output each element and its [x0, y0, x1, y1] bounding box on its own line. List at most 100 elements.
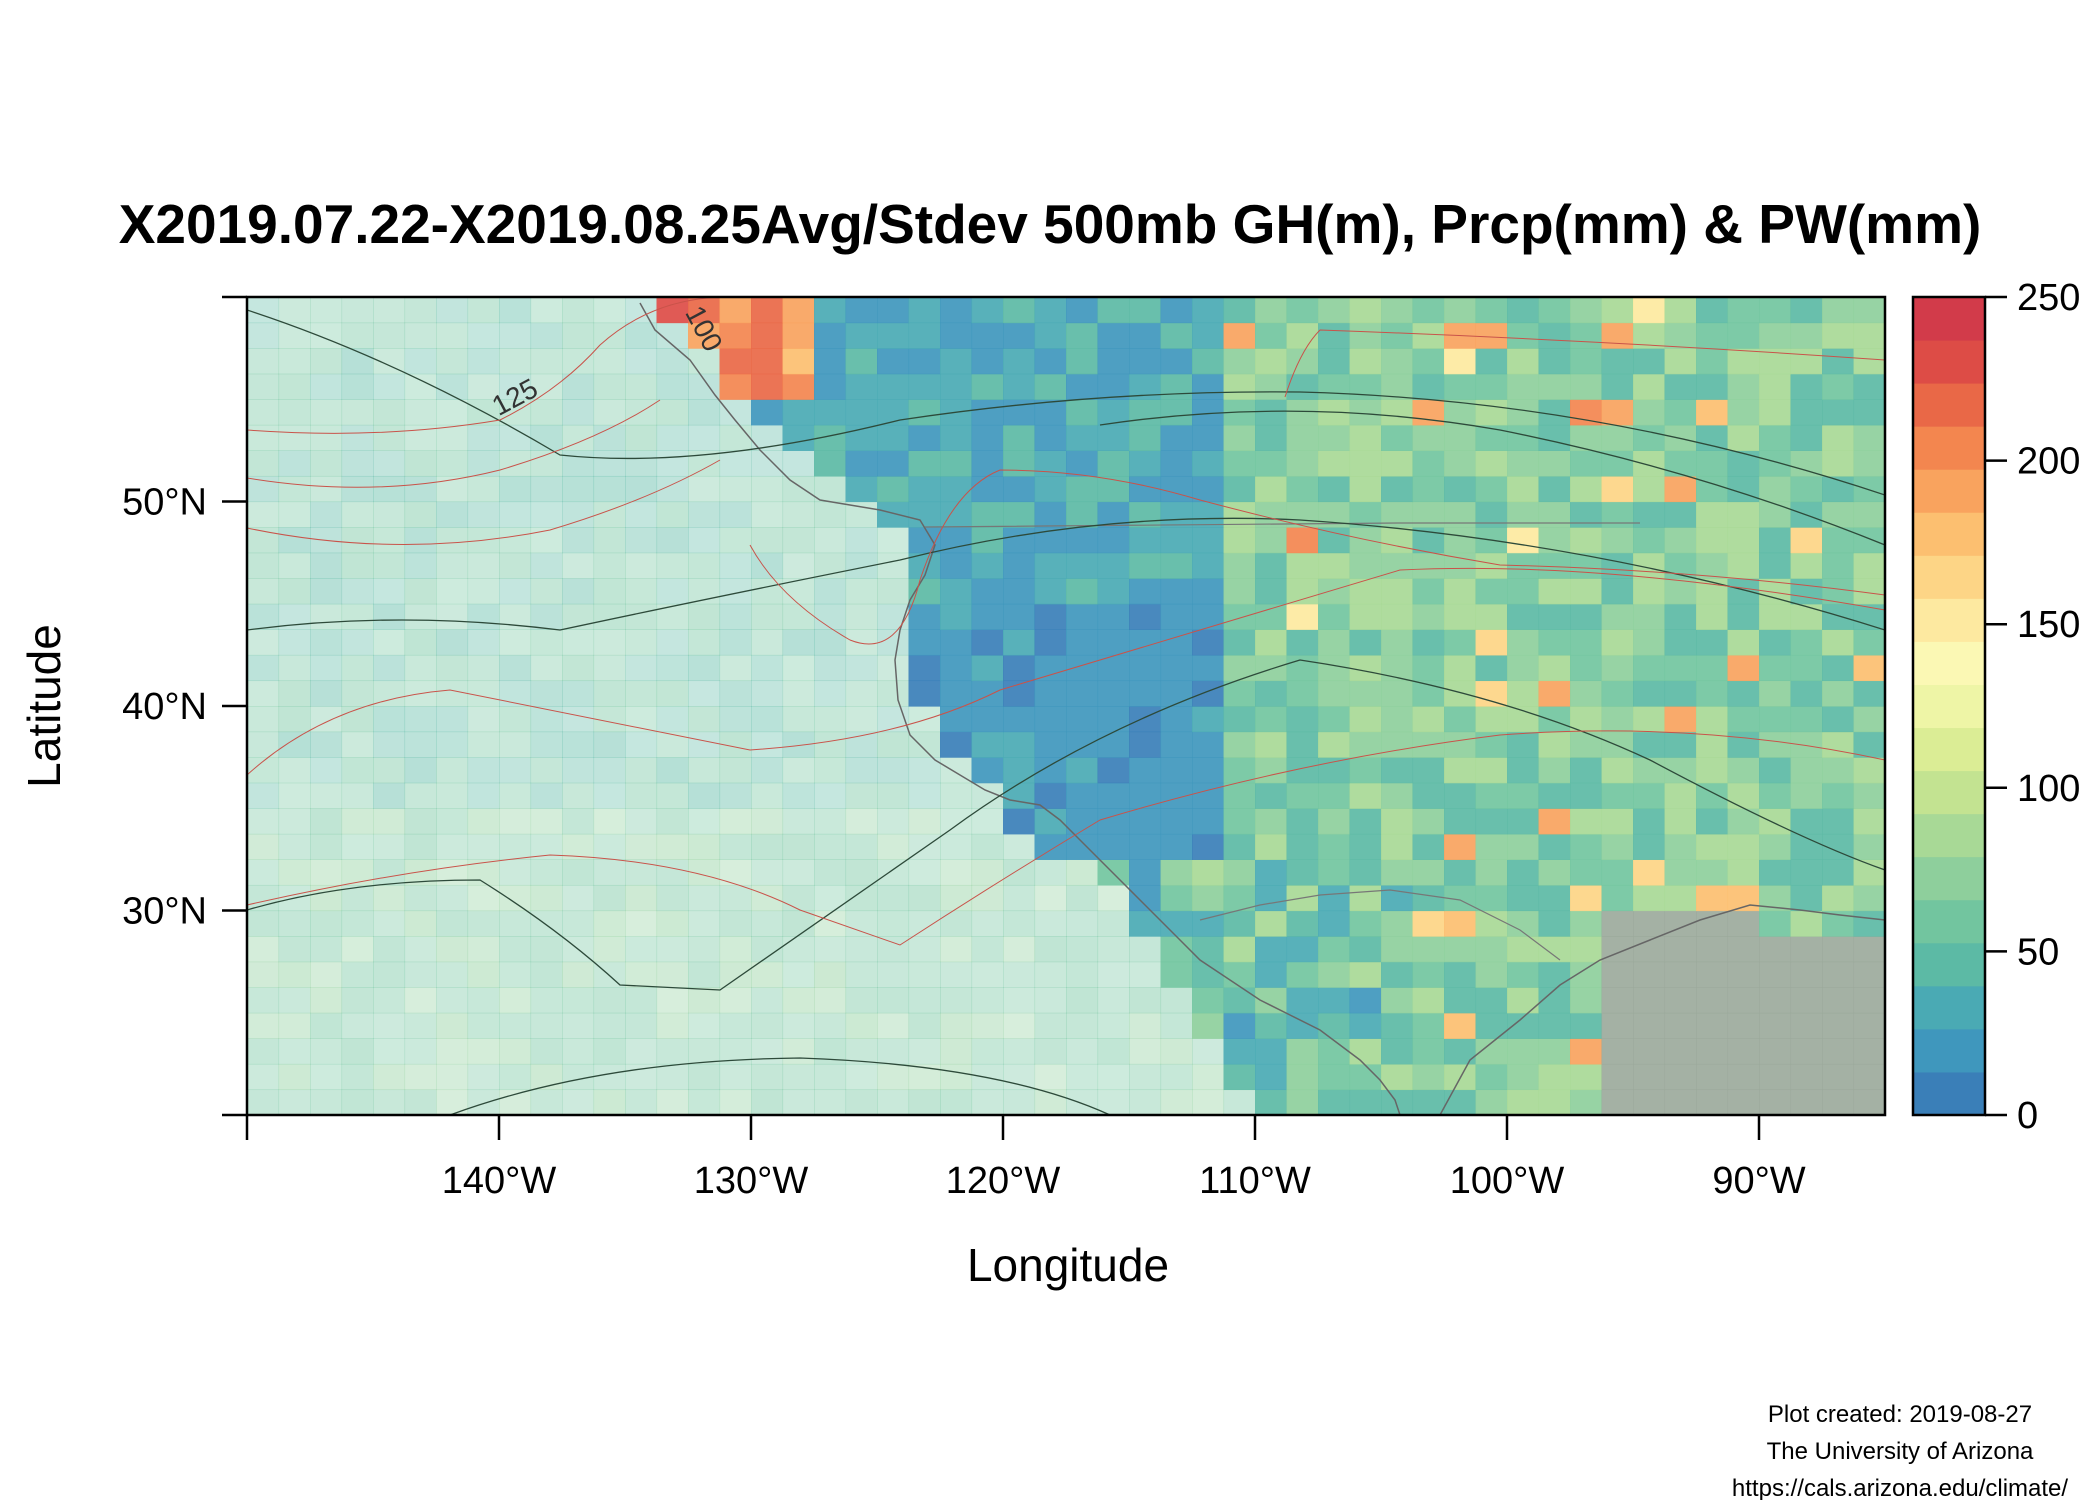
heatmap-cell — [404, 808, 437, 835]
heatmap-cell — [1538, 680, 1571, 707]
heatmap-cell — [1097, 1063, 1130, 1091]
heatmap-cell — [1444, 680, 1477, 707]
heatmap-cell — [436, 654, 469, 682]
heatmap-cell — [1538, 833, 1571, 860]
heatmap-cell — [1066, 936, 1099, 963]
heatmap-cell — [751, 910, 784, 937]
heatmap-cell — [814, 961, 847, 988]
heatmap-cell — [1003, 501, 1036, 528]
heatmap-cell — [1664, 399, 1697, 426]
heatmap-cell — [719, 322, 752, 349]
heatmap-cell — [1160, 680, 1193, 707]
heatmap-cell — [373, 1012, 406, 1039]
heatmap-cell — [908, 297, 941, 324]
heatmap-cell — [1066, 424, 1099, 451]
heatmap-cell — [278, 578, 311, 605]
heatmap-cell — [1160, 654, 1193, 682]
heatmap-cell — [1538, 1012, 1571, 1039]
heatmap-cell — [625, 731, 658, 758]
heatmap-cell — [593, 910, 626, 937]
heatmap-cell — [1255, 1063, 1288, 1091]
heatmap-cell — [1790, 654, 1823, 682]
heatmap-cell — [593, 706, 626, 733]
heatmap-cell — [562, 501, 595, 528]
heatmap-cell — [1696, 322, 1729, 349]
heatmap-cell — [1444, 424, 1477, 451]
heatmap-cell — [845, 1089, 878, 1115]
heatmap-cell — [1066, 757, 1099, 784]
heatmap-cell — [1759, 833, 1792, 860]
heatmap-cell — [562, 297, 595, 324]
heatmap-cell — [278, 424, 311, 451]
heatmap-cell — [1097, 1012, 1130, 1039]
heatmap-cell — [845, 833, 878, 860]
heatmap-cell — [1664, 706, 1697, 733]
heatmap-cell — [1192, 859, 1225, 886]
heatmap-cell — [814, 501, 847, 528]
heatmap-cell — [1192, 706, 1225, 733]
heatmap-cell — [940, 1089, 973, 1115]
heatmap-cell — [1475, 782, 1508, 809]
heatmap-cell — [1633, 527, 1666, 554]
heatmap-cell — [1570, 884, 1603, 912]
heatmap-cell — [1129, 808, 1162, 835]
heatmap-cell — [341, 373, 374, 400]
heatmap-cell — [1412, 808, 1445, 835]
heatmap-cell — [404, 603, 437, 630]
heatmap-cell — [1759, 961, 1792, 988]
heatmap-cell — [1570, 910, 1603, 937]
heatmap-cell — [1223, 1063, 1256, 1091]
heatmap-cell — [1601, 654, 1634, 682]
heatmap-cell — [1538, 654, 1571, 682]
heatmap-cell — [1633, 1089, 1666, 1115]
heatmap-cell — [940, 629, 973, 656]
heatmap-cell — [1412, 1063, 1445, 1091]
heatmap-cell — [1034, 654, 1067, 682]
map-panel: 125 100 140°W 130°W 120°W 110°W 100°W 90°W 30… — [122, 295, 1887, 1202]
heatmap-cell — [1097, 808, 1130, 835]
heatmap-cell — [1381, 475, 1414, 503]
credit-date: Plot created: 2019-08-27 — [1768, 1401, 2032, 1428]
heatmap-cell — [1507, 706, 1540, 733]
heatmap-cell — [814, 1089, 847, 1115]
heatmap-cell — [1192, 654, 1225, 682]
heatmap-cell — [1255, 1089, 1288, 1115]
heatmap-cell — [625, 527, 658, 554]
heatmap-cell — [1633, 450, 1666, 477]
heatmap-cell — [341, 424, 374, 451]
heatmap-cell — [719, 833, 752, 860]
heatmap-cell — [1255, 833, 1288, 860]
heatmap-cell — [1601, 527, 1634, 554]
x-tick-label: 110°W — [1199, 1160, 1311, 1202]
heatmap-cell — [908, 757, 941, 784]
heatmap-cell — [1601, 322, 1634, 349]
heatmap-cell — [1318, 1063, 1351, 1091]
heatmap-cell — [1790, 757, 1823, 784]
heatmap-cell — [404, 450, 437, 477]
heatmap-cell — [1255, 578, 1288, 605]
heatmap-cell — [1538, 961, 1571, 988]
heatmap-cell — [971, 680, 1004, 707]
heatmap-cell — [1853, 808, 1885, 835]
heatmap-cell — [1507, 629, 1540, 656]
heatmap-cell — [1507, 373, 1540, 400]
heatmap-cell — [688, 424, 721, 451]
heatmap-cell — [1003, 731, 1036, 758]
heatmap-cell — [1192, 808, 1225, 835]
heatmap-cell — [1255, 680, 1288, 707]
heatmap-cell — [593, 680, 626, 707]
heatmap-cell — [688, 782, 721, 809]
heatmap-cell — [1255, 348, 1288, 375]
heatmap-cell — [814, 629, 847, 656]
colorbar-tick-label: 150 — [2017, 604, 2080, 646]
heatmap-cell — [877, 1063, 910, 1091]
heatmap-cell — [688, 910, 721, 937]
heatmap-cell — [467, 1089, 500, 1115]
heatmap-cell — [310, 603, 343, 630]
heatmap-cell — [1790, 1038, 1823, 1065]
heatmap-cell — [814, 757, 847, 784]
heatmap-cell — [1066, 501, 1099, 528]
colorbar-tick-label: 250 — [2017, 277, 2080, 319]
heatmap-cell — [814, 450, 847, 477]
heatmap-cell — [1381, 399, 1414, 426]
